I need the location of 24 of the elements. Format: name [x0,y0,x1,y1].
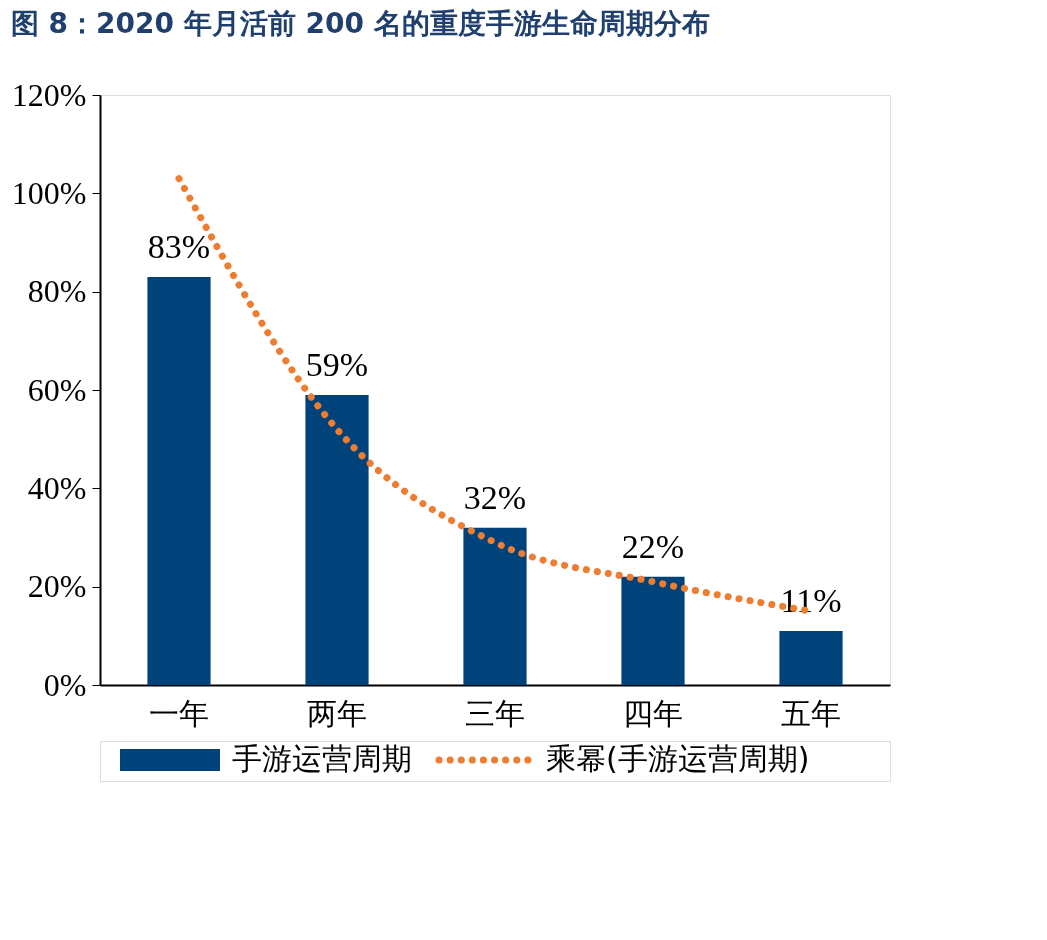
legend-label: 手游运营周期 [232,741,412,776]
bar [779,630,843,685]
y-tick-label: 40% [27,469,87,506]
y-tick-label: 80% [27,273,87,310]
bar [621,576,685,685]
x-tick-label: 四年 [623,695,683,731]
text: 59% [305,345,369,383]
bar [147,276,211,685]
y-tick-label: 20% [27,568,87,605]
text: 22% [621,527,685,565]
text: 83% [147,227,211,265]
y-tick-label: 100% [11,174,87,211]
x-tick-label: 两年 [307,695,367,731]
legend-label: 乘幂(手游运营周期) [546,741,810,776]
y-tick-label: 120% [11,76,87,113]
x-tick-label: 一年 [149,695,209,731]
x-tick-label: 三年 [465,695,525,731]
text: 32% [463,478,527,516]
bar [463,527,527,685]
x-tick-label: 五年 [781,695,841,731]
bar [305,394,369,685]
y-tick-label: 0% [43,666,87,703]
chart-title: 图 8：2020 年月活前 200 名的重度手游生命周期分布 [10,6,710,40]
y-tick-label: 60% [27,371,87,408]
